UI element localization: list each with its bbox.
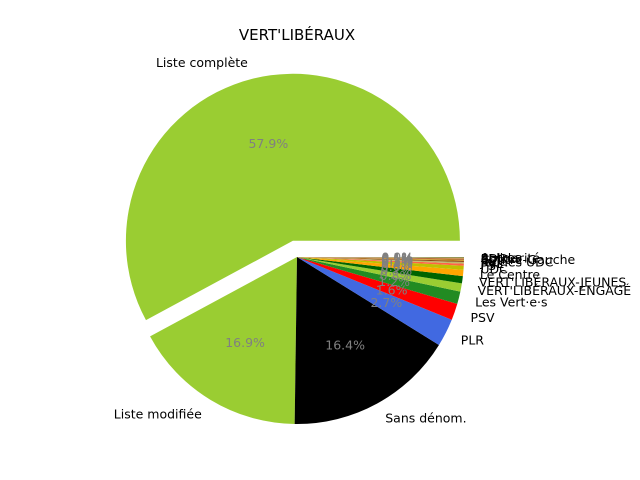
pie-percent-label: 0.1% xyxy=(381,252,413,267)
pie-slice-solidarite xyxy=(297,257,464,259)
pie-slice-sans-denom xyxy=(294,257,439,424)
pie-slice-plr xyxy=(297,257,452,345)
chart-title: VERT'LIBÉRAUX xyxy=(239,25,355,44)
pie-percent-label: 16.4% xyxy=(325,337,365,352)
pie-percent-label: 0.4% xyxy=(381,256,413,271)
pie-category-label: PLR xyxy=(461,333,485,348)
pie-slice-les-vert-e-s xyxy=(297,257,461,304)
pie-slice-le-centre xyxy=(297,257,464,277)
pie-category-label: Liste modifiée xyxy=(114,407,202,422)
pie-category-label: PEV xyxy=(481,253,505,268)
pie-slice-vert-liberaux-engage xyxy=(297,257,462,292)
pie-percent-label: 1.2% xyxy=(378,274,410,289)
pie-percent-label: 1.6% xyxy=(376,282,408,297)
pie-category-label: Autres xyxy=(481,250,521,265)
pie-percent-label: 57.9% xyxy=(248,136,288,151)
pie-percent-label: 0.0% xyxy=(381,250,413,265)
pie-percent-label: 0.1% xyxy=(381,251,413,266)
pie-slice-pvl xyxy=(297,257,464,264)
pie-slice-liste-modifiee xyxy=(150,257,297,424)
pie-slice-psv xyxy=(297,257,458,320)
pie-category-labels: Liste complète Liste modifiée Sans dénom. P… xyxy=(114,55,632,425)
pie-category-label: PDC xyxy=(481,251,507,266)
pie-category-label: UDC xyxy=(480,261,508,276)
pie-category-label: VERT'LIBÉRAUX-ENGAGÉ xyxy=(478,283,632,298)
pie-percent-label: 0.1% xyxy=(381,253,413,268)
pie-percent-label: 0.1% xyxy=(381,251,413,266)
pie-category-label: Jeunes UDC xyxy=(480,254,554,269)
pie-slice-pdc xyxy=(297,257,464,259)
pie-category-label: PSV xyxy=(471,310,495,325)
pie-percent-label: 0.8% xyxy=(380,268,412,283)
pie-percent-label: 2.7% xyxy=(370,295,402,310)
pie-category-label: Centre-Gauche xyxy=(481,252,576,267)
pie-category-label: PVL xyxy=(481,256,504,271)
pie-percent-label: 0.2% xyxy=(381,254,413,269)
pie-slice-pev xyxy=(297,257,464,261)
pie-category-label: Les Vert·e·s xyxy=(475,294,547,309)
pie-category-label: Le Centre xyxy=(480,267,541,282)
pie-category-label: PS xyxy=(481,258,497,273)
pie-category-label: Liste complète xyxy=(156,55,248,70)
pie-slice-liste-complete xyxy=(125,73,460,321)
pie-slice-autres xyxy=(297,257,464,258)
pie-slice-vert-liberaux-jeunes xyxy=(297,257,463,284)
pie-percent-label: 0.1% xyxy=(381,250,413,265)
pie-slice-ps xyxy=(297,257,464,266)
pie-category-label: Sans dénom. xyxy=(385,411,466,426)
pie-slice-centre-gauche xyxy=(297,257,464,260)
pie-percent-label: 0.1% xyxy=(381,250,413,265)
pie-category-label: VERT'LIBÉRAUX-JEUNES xyxy=(479,275,626,290)
pie-slices xyxy=(125,73,464,424)
pie-percent-label: 0.6% xyxy=(381,259,413,274)
pie-percent-label: 0.7% xyxy=(380,263,412,278)
pie-category-label: Solidarité xyxy=(481,250,541,265)
pie-slice-jeunes-udc xyxy=(297,257,464,263)
pie-percent-labels: 57.9% 16.9% 16.4% 2.7%1.6%1.2%0.8%0.7%0.6%0… xyxy=(225,136,413,352)
pie-slice-udc xyxy=(297,257,464,270)
pie-percent-label: 16.9% xyxy=(225,335,265,350)
